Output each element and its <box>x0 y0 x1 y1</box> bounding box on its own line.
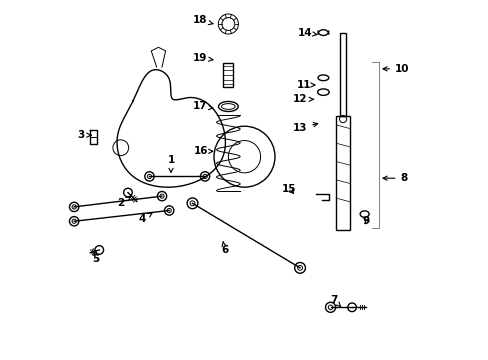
Text: 10: 10 <box>382 64 409 74</box>
Text: 4: 4 <box>138 213 152 224</box>
Text: 14: 14 <box>298 28 316 38</box>
Bar <box>223 63 233 87</box>
Text: 5: 5 <box>92 251 99 264</box>
Text: 6: 6 <box>221 242 228 255</box>
Text: 18: 18 <box>192 15 212 26</box>
Text: 2: 2 <box>117 197 130 208</box>
Text: 15: 15 <box>282 184 296 194</box>
Text: 17: 17 <box>192 102 213 112</box>
Text: 19: 19 <box>192 53 212 63</box>
Text: 16: 16 <box>194 146 212 156</box>
Text: 1: 1 <box>167 155 174 172</box>
Text: 11: 11 <box>296 80 314 90</box>
Bar <box>339 33 346 116</box>
Bar <box>336 116 349 230</box>
Text: 12: 12 <box>292 94 313 104</box>
Text: 3: 3 <box>78 130 91 140</box>
Text: 13: 13 <box>292 123 317 133</box>
Text: 7: 7 <box>330 295 340 307</box>
Text: 9: 9 <box>362 216 369 226</box>
Text: 8: 8 <box>382 173 407 183</box>
